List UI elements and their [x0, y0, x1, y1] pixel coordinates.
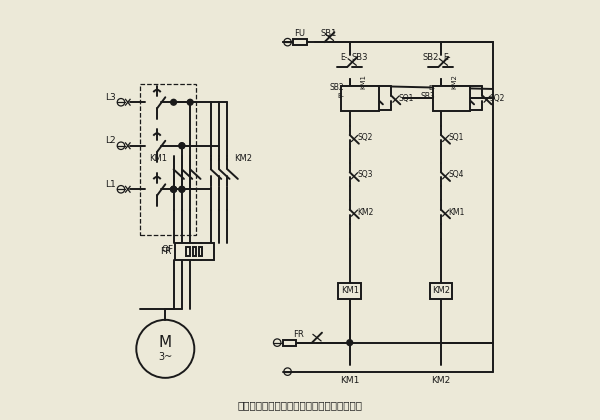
Text: SQ1: SQ1 — [448, 133, 464, 142]
Circle shape — [187, 100, 193, 105]
Bar — [140, 84, 196, 235]
Text: KM1: KM1 — [340, 376, 359, 385]
Bar — [283, 340, 296, 346]
Text: KM2: KM2 — [357, 207, 374, 217]
Text: KM1: KM1 — [448, 207, 465, 217]
Text: FR: FR — [293, 330, 304, 339]
Text: KM2: KM2 — [431, 376, 451, 385]
Text: E-: E- — [340, 53, 347, 63]
Text: FR: FR — [160, 247, 172, 256]
Text: SQ4: SQ4 — [448, 170, 464, 179]
Text: L1: L1 — [105, 180, 116, 189]
Text: SB2: SB2 — [330, 83, 344, 92]
Circle shape — [170, 100, 176, 105]
Circle shape — [170, 186, 176, 192]
Text: QF: QF — [161, 245, 173, 254]
Bar — [293, 39, 307, 45]
Circle shape — [170, 186, 176, 192]
Text: E-: E- — [443, 53, 451, 63]
Text: M: M — [159, 335, 172, 350]
Text: SB3: SB3 — [352, 53, 368, 63]
Text: SQ1: SQ1 — [398, 94, 414, 102]
Bar — [199, 247, 202, 256]
Circle shape — [179, 186, 185, 192]
Circle shape — [179, 186, 185, 192]
Text: 3~: 3~ — [158, 352, 172, 362]
Text: L3: L3 — [105, 93, 116, 102]
Bar — [430, 283, 452, 299]
Text: SB2: SB2 — [422, 53, 439, 63]
Text: 限位开关控制自动往复电动机控制暨护加油站: 限位开关控制自动往复电动机控制暨护加油站 — [238, 401, 362, 411]
Text: KM1: KM1 — [360, 74, 366, 89]
Bar — [433, 86, 470, 110]
Text: KM2: KM2 — [451, 74, 457, 89]
Circle shape — [170, 186, 176, 192]
Text: E-: E- — [428, 85, 436, 91]
Text: E-: E- — [337, 93, 344, 99]
Bar — [338, 283, 361, 299]
Bar — [187, 247, 190, 256]
Bar — [193, 247, 196, 256]
Text: KM1: KM1 — [341, 286, 359, 295]
Text: KM2: KM2 — [233, 154, 251, 163]
Text: KM1: KM1 — [149, 154, 167, 163]
Bar — [175, 243, 214, 260]
Text: FU: FU — [295, 29, 305, 37]
Text: SB3: SB3 — [421, 92, 436, 100]
Bar — [341, 86, 379, 110]
Circle shape — [179, 143, 185, 149]
Circle shape — [179, 143, 185, 149]
Text: KM2: KM2 — [432, 286, 450, 295]
Text: L2: L2 — [105, 136, 116, 145]
Circle shape — [347, 340, 353, 346]
Text: SB1: SB1 — [321, 29, 337, 37]
Text: SQ2: SQ2 — [490, 94, 505, 102]
Text: SQ2: SQ2 — [357, 133, 373, 142]
Text: SQ3: SQ3 — [357, 170, 373, 179]
